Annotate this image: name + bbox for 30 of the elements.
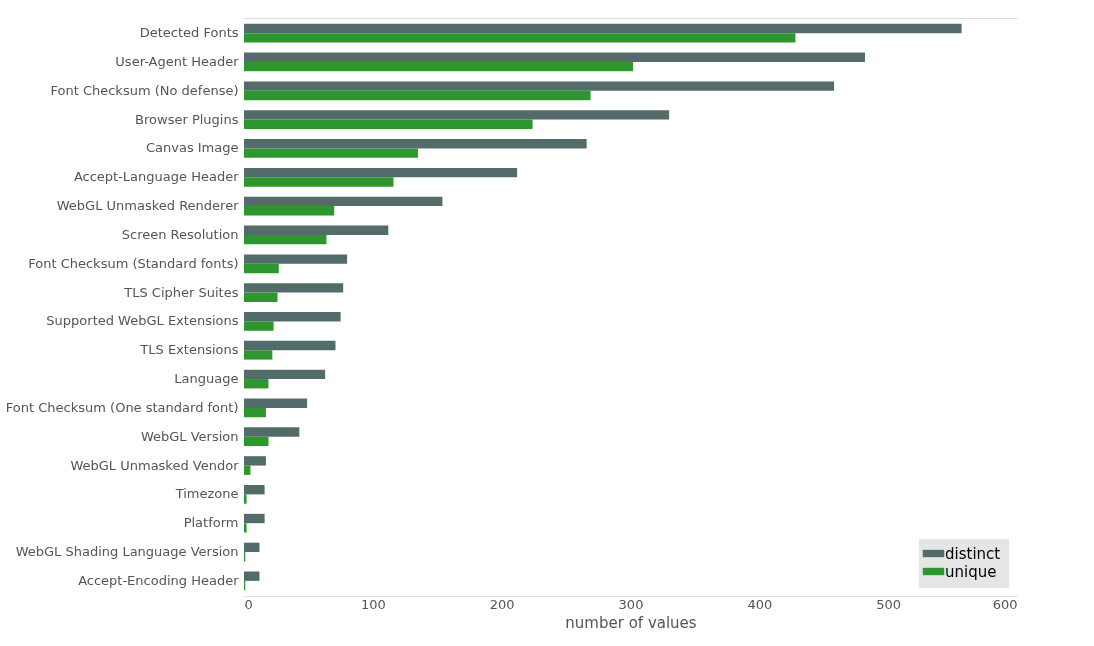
y-tick-label: Platform [183,515,239,531]
x-tick-label: 0 [244,596,253,612]
legend-label: unique [945,562,997,581]
y-tick-label: Font Checksum (No defense) [50,82,239,98]
legend-label: distinct [945,544,1001,563]
y-tick-label: Font Checksum (One standard font) [5,399,239,415]
x-tick-label: 400 [747,596,773,612]
x-tick-label: 300 [618,596,644,612]
y-tick-label: WebGL Version [140,428,239,444]
y-tick-label: TLS Extensions [139,342,239,358]
y-tick-label: User-Agent Header [115,53,240,69]
y-tick-label: TLS Cipher Suites [123,284,239,300]
y-tick-label: Supported WebGL Extensions [46,313,239,329]
y-tick-label: Screen Resolution [121,226,239,242]
x-tick-label: 600 [992,596,1018,612]
x-tick-label: 200 [489,596,515,612]
x-tick-label: 500 [876,596,902,612]
y-tick-label: Accept-Encoding Header [78,572,240,588]
y-tick-label: Detected Fonts [139,25,239,41]
y-tick-label: Canvas Image [145,140,239,156]
y-tick-label: Accept-Language Header [73,169,240,185]
y-tick-label: WebGL Unmasked Renderer [56,198,240,214]
y-tick-label: Language [174,371,239,387]
y-tick-label: WebGL Shading Language Version [15,544,239,560]
y-tick-label: WebGL Unmasked Vendor [70,457,240,473]
y-tick-label: Timezone [174,486,239,502]
x-axis-title: number of values [565,613,697,632]
y-tick-label: Font Checksum (Standard fonts) [28,255,239,271]
y-tick-label: Browser Plugins [135,111,239,127]
x-tick-label: 100 [360,596,386,612]
